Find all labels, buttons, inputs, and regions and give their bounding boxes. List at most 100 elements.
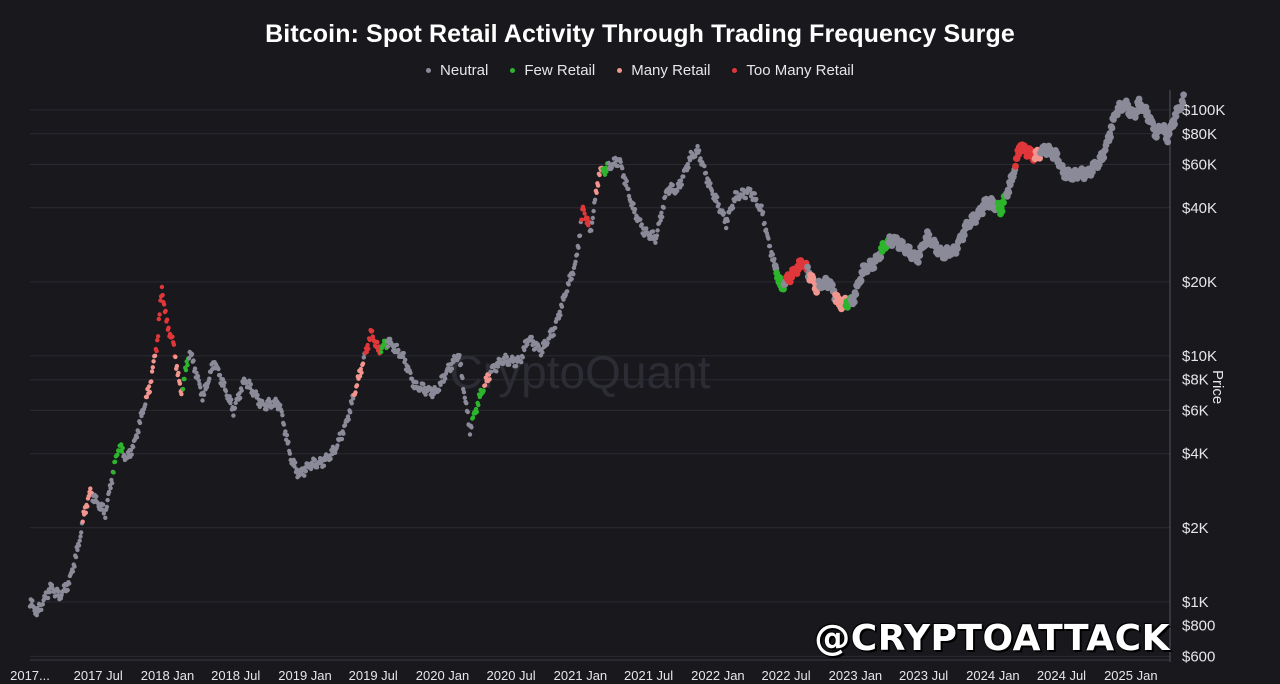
data-point-few-retail [998, 207, 1006, 215]
data-point-few-retail [119, 442, 124, 447]
data-point-neutral [207, 376, 212, 381]
data-point-neutral [189, 351, 195, 357]
data-point-neutral [715, 194, 720, 200]
data-point-neutral [857, 277, 865, 285]
data-point-neutral [1135, 95, 1143, 103]
data-point-neutral [989, 197, 997, 205]
data-point-neutral [72, 564, 77, 569]
data-point-few-retail [111, 470, 116, 475]
data-point-neutral [709, 188, 715, 193]
legend-item-few-retail[interactable]: Few Retail [510, 62, 595, 79]
data-point-neutral [286, 439, 291, 445]
chart-title: Bitcoin: Spot Retail Activity Through Tr… [265, 20, 1015, 48]
data-point-neutral [650, 229, 656, 234]
data-point-too-many-retail [586, 223, 591, 228]
legend-item-neutral[interactable]: Neutral [426, 62, 488, 79]
data-point-neutral [34, 613, 39, 618]
data-point-neutral [341, 431, 346, 436]
y-tick-label: $800 [1182, 618, 1215, 635]
data-point-neutral [70, 569, 76, 574]
data-point-too-many-retail [369, 328, 375, 334]
data-point-neutral [40, 602, 45, 607]
handle-watermark: @CRYPTOATTACK [814, 618, 1170, 659]
data-point-neutral [464, 401, 469, 406]
data-point-neutral [979, 210, 986, 218]
data-point-neutral [870, 264, 878, 272]
data-point-neutral [232, 405, 238, 411]
data-point-few-retail [378, 349, 384, 355]
data-point-neutral [804, 263, 811, 271]
data-point-neutral [571, 272, 576, 277]
data-point-neutral [220, 377, 226, 382]
legend-item-too-many-retail[interactable]: Too Many Retail [732, 62, 854, 79]
data-point-neutral [708, 181, 713, 186]
data-point-neutral [734, 190, 739, 195]
data-point-neutral [122, 452, 127, 458]
data-point-neutral [293, 460, 298, 465]
data-point-neutral [724, 225, 729, 231]
data-point-neutral [829, 281, 836, 289]
data-point-few-retail [185, 362, 190, 368]
data-point-many-retail [149, 379, 154, 384]
data-point-neutral [401, 350, 406, 356]
data-point-neutral [488, 369, 494, 374]
data-point-few-retail [604, 169, 609, 174]
y-tick-label: $6K [1182, 402, 1209, 419]
data-point-many-retail [360, 361, 366, 366]
data-point-neutral [591, 208, 596, 214]
x-tick-label: 2018 Jul [211, 668, 260, 683]
data-point-neutral [65, 587, 70, 593]
data-point-too-many-retail [163, 308, 168, 314]
data-point-neutral [954, 245, 961, 253]
data-point-neutral [1107, 133, 1114, 141]
x-tick-label: 2019 Jan [278, 668, 332, 683]
data-point-neutral [772, 256, 777, 262]
x-tick-label: 2024 Jul [1037, 668, 1086, 683]
data-point-neutral [574, 252, 580, 257]
data-point-many-retail [835, 295, 842, 302]
data-point-neutral [342, 422, 348, 428]
x-tick-label: 2023 Jul [899, 668, 948, 683]
data-point-neutral [77, 538, 82, 543]
data-point-neutral [925, 231, 933, 239]
data-point-neutral [194, 370, 199, 375]
data-point-neutral [681, 174, 686, 179]
legend-item-many-retail[interactable]: Many Retail [617, 62, 710, 79]
data-point-neutral [770, 252, 776, 257]
data-point-neutral [67, 581, 72, 586]
data-point-neutral [703, 170, 709, 176]
data-point-too-many-retail [365, 342, 370, 348]
data-point-neutral [443, 376, 448, 381]
data-point-neutral [196, 378, 201, 383]
data-point-too-many-retail [166, 325, 171, 330]
data-point-too-many-retail [375, 339, 380, 345]
data-point-few-retail [474, 409, 479, 415]
data-point-neutral [351, 396, 356, 401]
data-point-neutral [1165, 130, 1173, 138]
data-point-neutral [283, 429, 288, 434]
data-point-neutral [47, 590, 52, 595]
data-point-neutral [104, 504, 110, 510]
data-point-neutral [679, 182, 684, 187]
data-point-neutral [716, 202, 721, 207]
data-point-neutral [696, 148, 702, 153]
data-point-neutral [49, 582, 55, 588]
data-point-too-many-retail [156, 316, 161, 322]
data-point-neutral [1164, 138, 1172, 146]
data-point-neutral [725, 218, 730, 224]
data-point-neutral [140, 410, 146, 416]
data-point-neutral [314, 465, 320, 470]
data-point-neutral [559, 304, 565, 309]
data-point-neutral [1108, 124, 1116, 132]
data-point-too-many-retail [366, 346, 371, 351]
data-point-neutral [294, 467, 299, 472]
data-point-neutral [143, 402, 148, 407]
data-point-neutral [333, 450, 338, 455]
data-point-neutral [73, 554, 79, 560]
data-point-neutral [451, 359, 456, 365]
data-point-many-retail [88, 486, 93, 491]
y-tick-label: $8K [1182, 372, 1209, 389]
data-point-many-retail [487, 377, 492, 382]
data-point-neutral [576, 245, 581, 250]
